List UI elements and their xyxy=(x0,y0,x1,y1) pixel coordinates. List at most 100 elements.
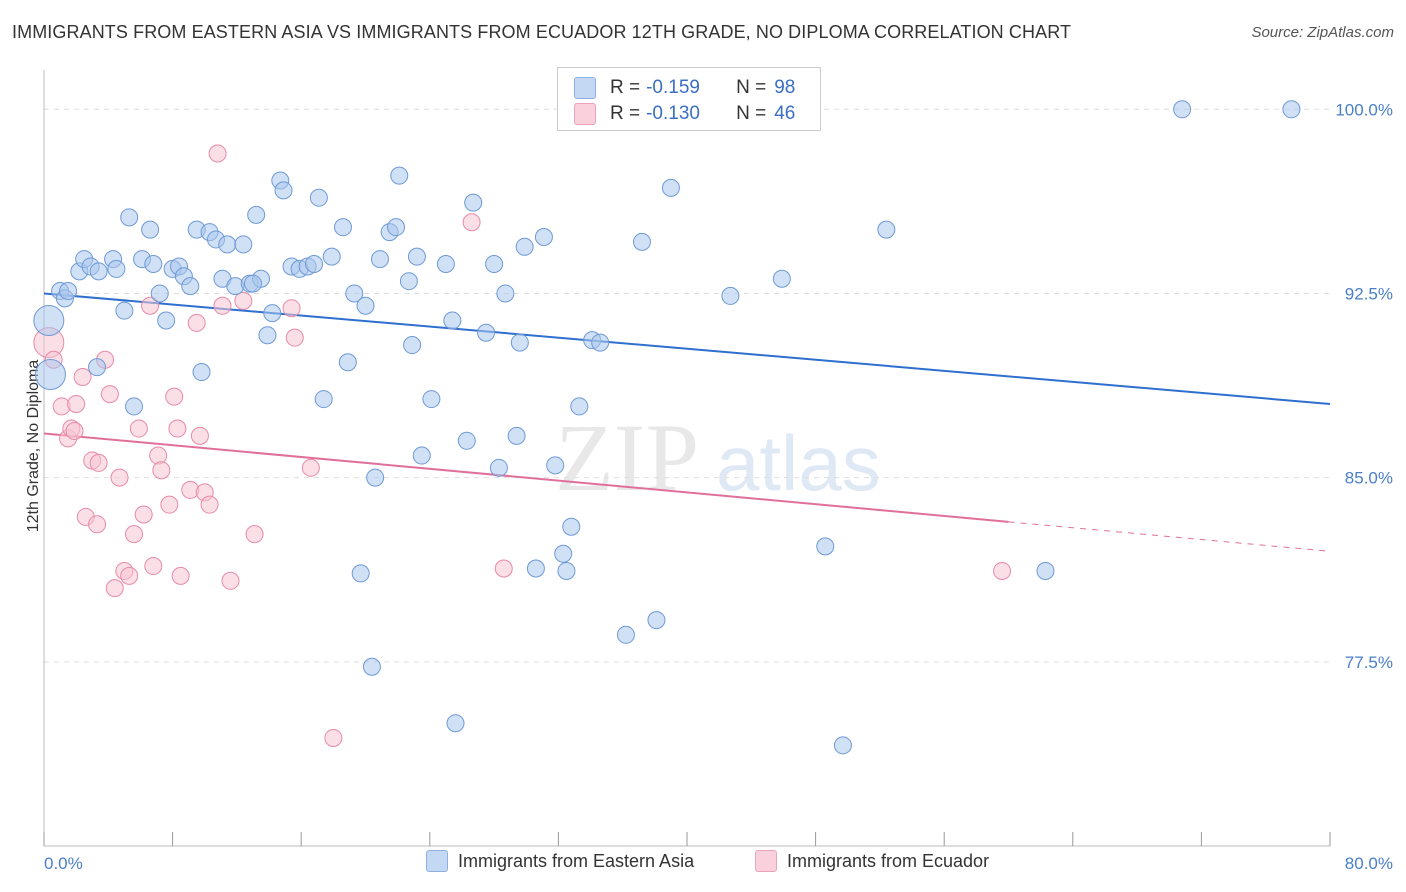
data-point-eastern-asia xyxy=(234,235,253,254)
trend-line-ecuador-extension xyxy=(1008,521,1331,552)
data-point-ecuador xyxy=(282,299,301,318)
trend-lines xyxy=(43,292,1331,552)
data-point-eastern-asia xyxy=(59,282,78,301)
data-point-eastern-asia xyxy=(322,247,341,266)
data-point-eastern-asia xyxy=(554,544,573,563)
series-legend: Immigrants from Eastern Asia Immigrants … xyxy=(0,850,1406,878)
data-point-eastern-asia xyxy=(34,359,66,391)
watermark-zip: ZIP xyxy=(555,404,699,511)
data-point-eastern-asia xyxy=(526,559,545,578)
data-point-eastern-asia xyxy=(141,220,160,239)
data-point-eastern-asia xyxy=(772,269,791,288)
data-point-ecuador xyxy=(200,495,219,514)
legend-r-value: -0.130 xyxy=(646,103,700,124)
data-point-eastern-asia xyxy=(464,193,483,212)
data-point-eastern-asia xyxy=(489,458,508,477)
data-point-ecuador xyxy=(234,291,253,310)
data-point-eastern-asia xyxy=(120,208,139,227)
data-point-eastern-asia xyxy=(247,205,266,224)
data-point-eastern-asia xyxy=(510,333,529,352)
series-eastern-asia-points xyxy=(33,100,1301,755)
data-point-eastern-asia xyxy=(274,181,293,200)
data-point-eastern-asia xyxy=(150,284,169,303)
data-point-ecuador xyxy=(67,394,86,413)
data-point-eastern-asia xyxy=(816,537,835,556)
legend-row-eastern-asia: R = -0.159 N = 98 xyxy=(558,76,795,100)
data-point-ecuador xyxy=(165,387,184,406)
data-point-eastern-asia xyxy=(562,517,581,536)
chart-source: Source: ZipAtlas.com xyxy=(1251,24,1394,41)
data-point-eastern-asia xyxy=(591,333,610,352)
data-point-ecuador xyxy=(160,495,179,514)
data-point-ecuador xyxy=(141,296,160,315)
data-point-eastern-asia xyxy=(616,625,635,644)
data-point-eastern-asia xyxy=(436,255,455,273)
data-point-ecuador xyxy=(494,559,513,578)
data-point-ecuador xyxy=(168,419,187,438)
data-point-ecuador xyxy=(190,426,209,445)
legend-n-label: N = xyxy=(736,77,767,98)
legend-r-label: R = xyxy=(610,77,641,98)
legend-n-label: N = xyxy=(736,103,767,124)
data-point-ecuador xyxy=(993,561,1012,580)
data-point-eastern-asia xyxy=(443,311,462,330)
legend-label-ecuador: Immigrants from Ecuador xyxy=(787,850,990,871)
data-point-eastern-asia xyxy=(390,166,409,185)
data-point-ecuador xyxy=(110,468,129,487)
data-point-eastern-asia xyxy=(1036,561,1055,580)
data-point-ecuador xyxy=(324,728,343,747)
data-point-eastern-asia xyxy=(496,284,515,303)
data-point-eastern-asia xyxy=(338,353,357,372)
data-point-eastern-asia xyxy=(314,390,333,409)
data-point-eastern-asia xyxy=(356,296,375,315)
legend-n-value: 46 xyxy=(774,103,796,124)
y-tick-labels: 77.5% 85.0% 92.5% 100.0% xyxy=(1335,100,1393,672)
x-tick-label: 80.0% xyxy=(1345,854,1393,873)
chart-title: IMMIGRANTS FROM EASTERN ASIA VS IMMIGRAN… xyxy=(12,22,1072,42)
y-tick-label: 100.0% xyxy=(1335,100,1393,119)
data-point-eastern-asia xyxy=(88,358,107,377)
data-point-eastern-asia xyxy=(407,247,426,266)
legend-swatch-blue xyxy=(574,77,596,99)
data-point-eastern-asia xyxy=(258,326,277,345)
data-point-ecuador xyxy=(89,453,108,472)
data-point-eastern-asia xyxy=(647,611,666,630)
legend-row-ecuador: R = -0.130 N = 46 xyxy=(558,102,795,126)
data-point-eastern-asia xyxy=(1173,100,1192,119)
data-point-eastern-asia xyxy=(144,255,163,273)
data-point-ecuador xyxy=(125,525,144,544)
data-point-eastern-asia xyxy=(457,431,476,450)
data-point-eastern-asia xyxy=(507,426,526,445)
data-point-eastern-asia xyxy=(1282,100,1301,119)
legend-label-eastern-asia: Immigrants from Eastern Asia xyxy=(458,850,695,871)
data-point-eastern-asia xyxy=(403,336,422,355)
legend-r-value: -0.159 xyxy=(646,77,700,98)
data-point-ecuador xyxy=(129,419,148,438)
data-point-eastern-asia xyxy=(351,564,370,583)
data-point-eastern-asia xyxy=(309,188,328,207)
y-tick-label: 77.5% xyxy=(1345,653,1393,672)
data-point-eastern-asia xyxy=(399,272,418,291)
data-point-eastern-asia xyxy=(89,262,108,281)
legend-n-value: 98 xyxy=(774,77,796,98)
data-point-eastern-asia xyxy=(181,277,200,296)
data-point-eastern-asia xyxy=(534,227,553,246)
data-point-eastern-asia xyxy=(33,304,65,336)
data-point-eastern-asia xyxy=(446,714,465,733)
data-point-ecuador xyxy=(144,557,163,576)
data-point-ecuador xyxy=(105,579,124,598)
data-point-eastern-asia xyxy=(218,235,237,254)
legend-swatch-pink xyxy=(755,850,777,872)
data-point-eastern-asia xyxy=(192,363,211,382)
legend-item-ecuador: Immigrants from Ecuador xyxy=(755,850,989,872)
data-point-eastern-asia xyxy=(515,237,534,256)
data-point-eastern-asia xyxy=(387,218,406,237)
data-point-ecuador xyxy=(187,313,206,332)
data-point-eastern-asia xyxy=(362,657,381,676)
watermark: ZIP atlas xyxy=(555,404,881,511)
data-point-ecuador xyxy=(149,446,168,465)
data-point-eastern-asia xyxy=(557,561,576,580)
data-point-eastern-asia xyxy=(833,736,852,755)
data-point-ecuador xyxy=(73,367,92,386)
data-point-eastern-asia xyxy=(877,220,896,239)
